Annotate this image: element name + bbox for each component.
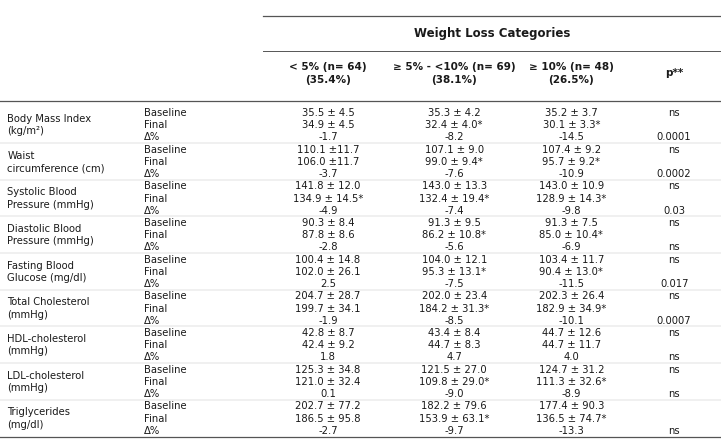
- Text: 100.4 ± 14.8: 100.4 ± 14.8: [296, 255, 360, 265]
- Text: 35.2 ± 3.7: 35.2 ± 3.7: [545, 108, 598, 118]
- Text: 44.7 ± 11.7: 44.7 ± 11.7: [541, 340, 601, 350]
- Text: Δ%: Δ%: [144, 279, 161, 289]
- Text: ns: ns: [668, 145, 680, 154]
- Text: 87.8 ± 8.6: 87.8 ± 8.6: [302, 230, 354, 240]
- Text: -14.5: -14.5: [559, 132, 584, 142]
- Text: -11.5: -11.5: [558, 279, 585, 289]
- Text: 121.0 ± 32.4: 121.0 ± 32.4: [296, 377, 360, 387]
- Text: Baseline: Baseline: [144, 328, 187, 338]
- Text: 182.9 ± 34.9*: 182.9 ± 34.9*: [536, 303, 606, 314]
- Text: 44.7 ± 12.6: 44.7 ± 12.6: [541, 328, 601, 338]
- Text: ≥ 10% (n= 48)
(26.5%): ≥ 10% (n= 48) (26.5%): [529, 62, 614, 85]
- Text: 186.5 ± 95.8: 186.5 ± 95.8: [296, 414, 360, 424]
- Text: -1.7: -1.7: [318, 132, 338, 142]
- Text: 1.8: 1.8: [320, 352, 336, 363]
- Text: Triglycerides
(mg/dl): Triglycerides (mg/dl): [7, 408, 70, 430]
- Text: ns: ns: [668, 291, 680, 301]
- Text: Final: Final: [144, 414, 167, 424]
- Text: 153.9 ± 63.1*: 153.9 ± 63.1*: [419, 414, 490, 424]
- Text: 42.8 ± 8.7: 42.8 ± 8.7: [302, 328, 354, 338]
- Text: Baseline: Baseline: [144, 365, 187, 375]
- Text: 90.4 ± 13.0*: 90.4 ± 13.0*: [539, 267, 603, 277]
- Text: 44.7 ± 8.3: 44.7 ± 8.3: [428, 340, 480, 350]
- Text: -10.9: -10.9: [559, 169, 584, 179]
- Text: 103.4 ± 11.7: 103.4 ± 11.7: [539, 255, 604, 265]
- Text: Final: Final: [144, 157, 167, 167]
- Text: -6.9: -6.9: [562, 243, 581, 252]
- Text: 0.0002: 0.0002: [657, 169, 691, 179]
- Text: Δ%: Δ%: [144, 389, 161, 399]
- Text: -1.9: -1.9: [318, 316, 338, 326]
- Text: 182.2 ± 79.6: 182.2 ± 79.6: [421, 401, 487, 412]
- Text: 99.0 ± 9.4*: 99.0 ± 9.4*: [425, 157, 483, 167]
- Text: 42.4 ± 9.2: 42.4 ± 9.2: [301, 340, 355, 350]
- Text: ns: ns: [668, 181, 680, 191]
- Text: Δ%: Δ%: [144, 243, 161, 252]
- Text: 35.3 ± 4.2: 35.3 ± 4.2: [428, 108, 480, 118]
- Text: Body Mass Index
(kg/m²): Body Mass Index (kg/m²): [7, 114, 92, 136]
- Text: Baseline: Baseline: [144, 108, 187, 118]
- Text: 141.8 ± 12.0: 141.8 ± 12.0: [296, 181, 360, 191]
- Text: Waist
circumference (cm): Waist circumference (cm): [7, 150, 105, 173]
- Text: 121.5 ± 27.0: 121.5 ± 27.0: [421, 365, 487, 375]
- Text: 110.1 ±11.7: 110.1 ±11.7: [297, 145, 359, 154]
- Text: 4.0: 4.0: [564, 352, 579, 363]
- Text: Weight Loss Categories: Weight Loss Categories: [414, 27, 570, 40]
- Text: LDL-cholesterol
(mmHg): LDL-cholesterol (mmHg): [7, 371, 84, 393]
- Text: 134.9 ± 14.5*: 134.9 ± 14.5*: [293, 194, 363, 203]
- Text: -2.8: -2.8: [318, 243, 338, 252]
- Text: 90.3 ± 8.4: 90.3 ± 8.4: [302, 218, 354, 228]
- Text: 2.5: 2.5: [320, 279, 336, 289]
- Text: Δ%: Δ%: [144, 352, 161, 363]
- Text: 124.7 ± 31.2: 124.7 ± 31.2: [539, 365, 604, 375]
- Text: 202.0 ± 23.4: 202.0 ± 23.4: [422, 291, 487, 301]
- Text: 85.0 ± 10.4*: 85.0 ± 10.4*: [539, 230, 603, 240]
- Text: 86.2 ± 10.8*: 86.2 ± 10.8*: [423, 230, 486, 240]
- Text: Δ%: Δ%: [144, 206, 161, 216]
- Text: -9.0: -9.0: [444, 389, 464, 399]
- Text: Final: Final: [144, 377, 167, 387]
- Text: < 5% (n= 64)
(35.4%): < 5% (n= 64) (35.4%): [289, 62, 367, 85]
- Text: 95.7 ± 9.2*: 95.7 ± 9.2*: [542, 157, 601, 167]
- Text: p**: p**: [665, 69, 684, 78]
- Text: Δ%: Δ%: [144, 169, 161, 179]
- Text: 104.0 ± 12.1: 104.0 ± 12.1: [422, 255, 487, 265]
- Text: 107.4 ± 9.2: 107.4 ± 9.2: [541, 145, 601, 154]
- Text: Δ%: Δ%: [144, 316, 161, 326]
- Text: 0.017: 0.017: [660, 279, 689, 289]
- Text: -4.9: -4.9: [318, 206, 338, 216]
- Text: 136.5 ± 74.7*: 136.5 ± 74.7*: [536, 414, 606, 424]
- Text: ns: ns: [668, 243, 680, 252]
- Text: Final: Final: [144, 120, 167, 130]
- Text: 91.3 ± 9.5: 91.3 ± 9.5: [428, 218, 481, 228]
- Text: 143.0 ± 13.3: 143.0 ± 13.3: [422, 181, 487, 191]
- Text: ns: ns: [668, 389, 680, 399]
- Text: 102.0 ± 26.1: 102.0 ± 26.1: [296, 267, 360, 277]
- Text: 35.5 ± 4.5: 35.5 ± 4.5: [301, 108, 355, 118]
- Text: Final: Final: [144, 267, 167, 277]
- Text: 0.0001: 0.0001: [657, 132, 691, 142]
- Text: Baseline: Baseline: [144, 401, 187, 412]
- Text: Diastolic Blood
Pressure (mmHg): Diastolic Blood Pressure (mmHg): [7, 224, 94, 247]
- Text: 107.1 ± 9.0: 107.1 ± 9.0: [425, 145, 484, 154]
- Text: ns: ns: [668, 352, 680, 363]
- Text: Baseline: Baseline: [144, 181, 187, 191]
- Text: ns: ns: [668, 108, 680, 118]
- Text: -2.7: -2.7: [318, 426, 338, 436]
- Text: 0.0007: 0.0007: [657, 316, 691, 326]
- Text: 177.4 ± 90.3: 177.4 ± 90.3: [539, 401, 604, 412]
- Text: 202.7 ± 77.2: 202.7 ± 77.2: [295, 401, 361, 412]
- Text: -7.6: -7.6: [444, 169, 464, 179]
- Text: 0.03: 0.03: [663, 206, 685, 216]
- Text: 30.1 ± 3.3*: 30.1 ± 3.3*: [543, 120, 600, 130]
- Text: ns: ns: [668, 218, 680, 228]
- Text: -7.5: -7.5: [444, 279, 464, 289]
- Text: 109.8 ± 29.0*: 109.8 ± 29.0*: [419, 377, 490, 387]
- Text: ns: ns: [668, 255, 680, 265]
- Text: ≥ 5% - <10% (n= 69)
(38.1%): ≥ 5% - <10% (n= 69) (38.1%): [393, 62, 516, 85]
- Text: 34.9 ± 4.5: 34.9 ± 4.5: [302, 120, 354, 130]
- Text: Systolic Blood
Pressure (mmHg): Systolic Blood Pressure (mmHg): [7, 187, 94, 210]
- Text: 132.4 ± 19.4*: 132.4 ± 19.4*: [419, 194, 490, 203]
- Text: -5.6: -5.6: [444, 243, 464, 252]
- Text: Baseline: Baseline: [144, 255, 187, 265]
